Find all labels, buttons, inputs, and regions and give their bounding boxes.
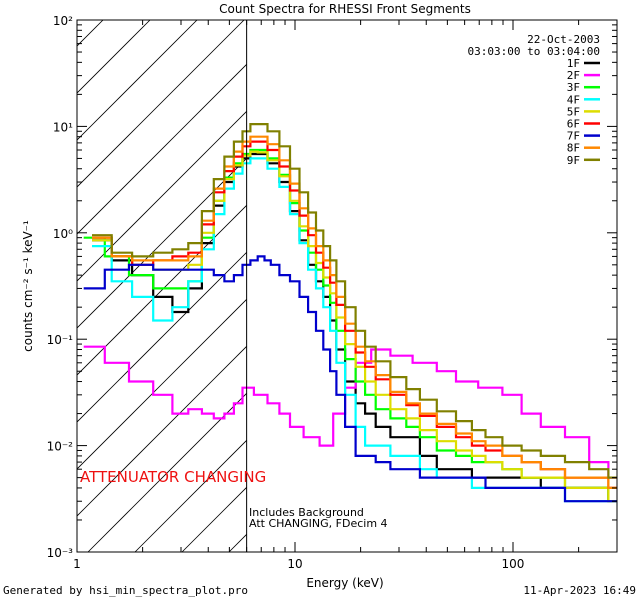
hatch-line	[77, 20, 151, 94]
y-tick-label: 10⁻²	[47, 440, 74, 454]
y-tick-label: 10¹	[53, 120, 73, 134]
decimation-note: Att CHANGING, FDecim 4	[249, 517, 388, 530]
series-line-8F	[92, 135, 617, 489]
chart-title: Count Spectra for RHESSI Front Segments	[219, 2, 471, 16]
series-line-1F	[92, 152, 617, 503]
series-line-6F	[92, 140, 617, 489]
hatch-line	[77, 345, 247, 517]
legend-label-4F: 4F	[567, 93, 580, 106]
x-tick-label: 1	[73, 557, 81, 571]
y-tick-label: 10⁻¹	[47, 333, 74, 347]
hatch-line	[87, 392, 247, 552]
hatch-line	[77, 20, 245, 188]
series-line-9F	[92, 123, 617, 479]
y-tick-label: 10⁰	[53, 227, 73, 241]
legend-label-3F: 3F	[567, 81, 580, 94]
footer-timestamp: 11-Apr-2023 16:49	[523, 584, 636, 597]
x-axis-label: Energy (keV)	[306, 576, 383, 590]
legend-label-8F: 8F	[567, 142, 580, 155]
legend-label-6F: 6F	[567, 118, 580, 131]
hatch-line	[77, 110, 247, 282]
y-axis-label: counts cm⁻² s⁻¹ keV⁻¹	[21, 220, 35, 352]
x-tick-label: 100	[502, 557, 525, 571]
y-tick-label: 10⁻³	[47, 546, 74, 560]
background-note: Includes Background	[249, 506, 364, 519]
legend-label-2F: 2F	[567, 69, 580, 82]
legend-label-1F: 1F	[567, 57, 580, 70]
date-label: 22-Oct-2003	[527, 33, 600, 46]
hatch-line	[134, 439, 247, 552]
plot-frame	[76, 19, 618, 553]
series-line-7F	[83, 255, 617, 503]
hatch-line	[77, 20, 198, 141]
footer-generated-by: Generated by hsi_min_spectra_plot.pro	[3, 584, 248, 597]
legend-label-7F: 7F	[567, 130, 580, 143]
y-tick-label: 10²	[53, 14, 73, 28]
legend-label-5F: 5F	[567, 105, 580, 118]
legend-label-9F: 9F	[567, 154, 580, 167]
time-range-label: 03:03:00 to 03:04:00	[468, 45, 600, 58]
x-tick-label: 10	[287, 557, 302, 571]
axis-ticks: 1 10 100 10² 10¹ 10⁰ 10⁻¹ 10⁻² 10⁻³	[47, 14, 618, 571]
series-line-2F	[83, 345, 617, 479]
attenuator-changing-label: ATTENUATOR CHANGING	[80, 468, 266, 486]
series-layer	[83, 123, 617, 503]
hatch-line	[0, 0, 77, 552]
hatch-line	[77, 298, 247, 470]
